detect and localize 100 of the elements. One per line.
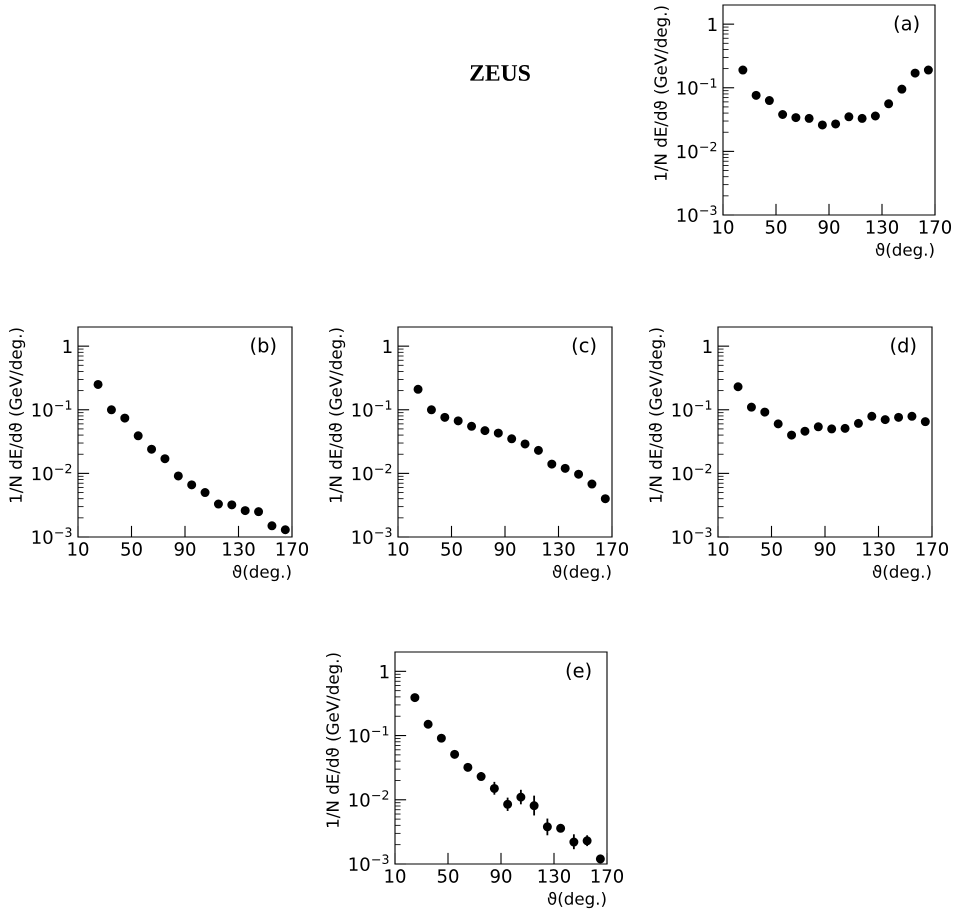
point [778,110,788,119]
point [582,836,592,846]
x-tick-label: 90 [814,542,836,556]
point [490,784,499,793]
point [746,402,756,412]
point [174,471,183,480]
point [880,415,890,424]
point [827,424,836,434]
point [106,405,116,414]
annotation: (c) [572,338,596,355]
y-tick-label: 10$^{−1}$ [678,78,716,95]
x-axis-title: ϑ(deg.) [552,564,611,582]
point [574,470,584,479]
y-axis-title: 1/N dE/dϑ (GeV/deg.) [654,6,670,180]
y-tick-label: 10$^{−2}$ [352,464,392,480]
point [410,693,420,702]
point [414,384,423,394]
point [160,454,170,464]
point [254,507,264,516]
x-tick-label: 10 [388,542,408,556]
point [814,422,823,432]
point [463,762,472,772]
x-tick-label: 50 [766,220,786,234]
point [854,418,863,428]
y-tick-label: 10$^{−3}$ [350,854,388,871]
x-tick-label: 170 [916,542,948,556]
point [454,416,463,426]
y-tick-label: 1 [380,665,388,678]
point [280,525,290,534]
point [818,120,827,130]
point [738,66,748,75]
point [894,412,904,422]
y-tick-label: 10$^{−3}$ [32,527,72,544]
y-tick-label: 10$^{−2}$ [32,464,72,480]
point [507,434,516,444]
y-tick-label: 10$^{−3}$ [678,205,716,222]
point [774,419,783,428]
y-axis-title: 1/N dE/dϑ (GeV/deg.) [648,328,666,502]
point [120,414,130,423]
point [840,424,850,433]
point [516,792,526,802]
point [867,412,876,421]
point [240,506,250,516]
point [520,439,530,448]
text: ZEUS [470,65,530,81]
x-tick-label: 130 [866,220,898,234]
annotation: (b) [251,338,276,355]
point [547,460,556,469]
point [884,99,894,108]
y-tick-label: 1 [708,18,716,32]
y-tick-label: 10$^{−2}$ [350,790,388,807]
x-tick-label: 50 [761,542,782,556]
point [542,822,552,832]
x-axis-title: ϑ(deg.) [548,892,606,908]
point [214,500,223,509]
x-axis-title: ϑ(deg.) [872,564,931,582]
x-tick-label: 170 [276,542,308,556]
point [534,446,543,455]
point [907,412,916,421]
point [494,428,503,438]
point [569,838,578,847]
point [844,112,854,122]
x-tick-label: 130 [223,542,255,556]
y-tick-label: 1 [64,340,72,354]
x-tick-label: 50 [438,869,458,883]
y-tick-label: 10$^{−2}$ [672,464,712,480]
point [556,824,566,833]
point [503,800,512,809]
x-tick-label: 130 [543,542,575,556]
x-tick-label: 90 [818,220,840,234]
point [467,422,476,431]
point [426,405,436,414]
point [476,772,486,782]
x-tick-label: 10 [385,869,406,883]
point [600,494,610,504]
point [424,720,433,729]
point [227,500,236,510]
y-axis-title: 1/N dE/dϑ (GeV/deg.) [8,328,26,502]
x-tick-label: 50 [441,542,462,556]
x-tick-label: 50 [121,542,142,556]
point [752,90,761,100]
point [870,111,880,120]
point [147,444,156,454]
y-tick-label: 1 [704,340,712,354]
point [858,114,867,123]
point [734,382,743,392]
annotation: (e) [566,662,590,680]
x-tick-label: 130 [538,869,570,883]
point [760,408,770,417]
point [791,113,800,122]
point [436,734,446,743]
y-axis-title: 1/N dE/dϑ (GeV/deg.) [326,653,342,827]
point [764,96,774,106]
y-tick-label: 10$^{−1}$ [32,400,72,417]
x-tick-label: 90 [490,869,512,883]
y-tick-label: 10$^{−1}$ [350,726,388,743]
y-tick-label: 10$^{−1}$ [672,400,712,417]
point [787,430,796,440]
y-axis-title: 1/N dE/dϑ (GeV/deg.) [328,328,346,502]
x-tick-label: 10 [713,220,734,234]
